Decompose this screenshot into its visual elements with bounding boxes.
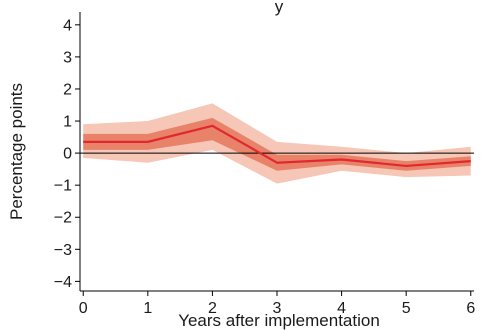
y-tick-label: −2 [54, 210, 72, 227]
x-tick-label: 6 [466, 300, 475, 317]
y-tick-label: 1 [63, 114, 72, 131]
y-tick-label: 3 [63, 49, 72, 66]
y-tick-label: −4 [54, 274, 72, 291]
x-axis-ticks: 0 1 2 3 4 5 6 [79, 291, 475, 317]
x-tick-label: 1 [143, 300, 152, 317]
x-axis-title: Years after implementation [178, 311, 380, 330]
series-lines [83, 124, 471, 168]
x-tick-label: 2 [208, 300, 217, 317]
x-tick-label: 0 [79, 300, 88, 317]
x-tick-label: 4 [337, 300, 346, 317]
y-axis-title: Percentage points [7, 83, 26, 220]
y-tick-label: 4 [63, 17, 72, 34]
confidence-bands [83, 103, 471, 184]
inner-confidence-band [83, 117, 471, 171]
y-tick-label: −1 [54, 178, 72, 195]
x-tick-label: 3 [273, 300, 282, 317]
y-tick-label: −3 [54, 242, 72, 259]
y-tick-label: 2 [63, 81, 72, 98]
y-tick-label: 0 [63, 146, 72, 163]
y-axis-ticks: −4 −3 −2 −1 0 1 2 3 4 [54, 17, 80, 291]
x-tick-label: 5 [402, 300, 411, 317]
chart-title: y [275, 0, 284, 16]
